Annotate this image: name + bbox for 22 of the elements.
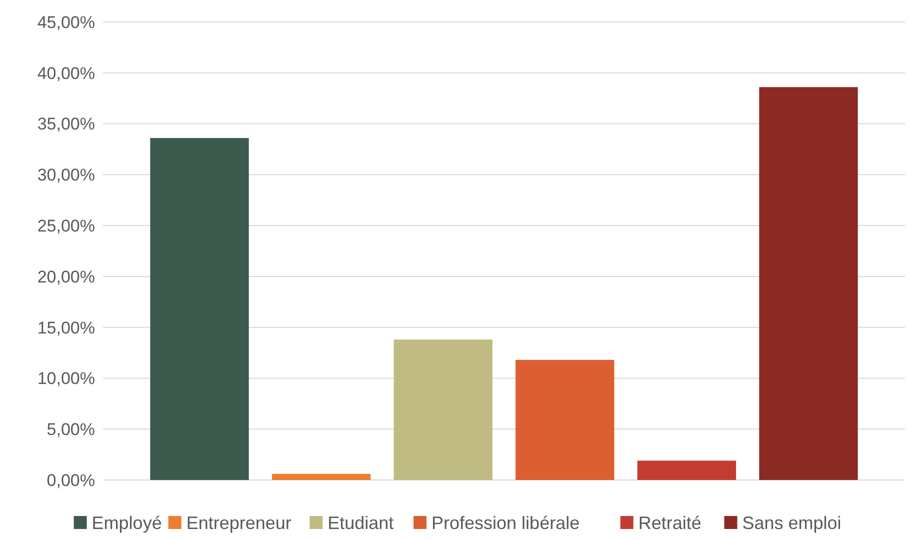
legend-label: Profession libérale bbox=[432, 513, 580, 533]
bar bbox=[759, 87, 858, 480]
y-tick-label: 0,00% bbox=[46, 470, 95, 490]
bar bbox=[272, 474, 371, 480]
bar bbox=[516, 360, 614, 480]
y-tick-label: 25,00% bbox=[37, 216, 95, 236]
y-tick-label: 15,00% bbox=[37, 318, 95, 338]
y-tick-label: 20,00% bbox=[37, 267, 95, 286]
y-tick-label: 30,00% bbox=[37, 166, 95, 185]
bar bbox=[394, 340, 492, 480]
y-tick-label: 40,00% bbox=[37, 64, 95, 83]
legend-label: Etudiant bbox=[328, 513, 394, 533]
y-tick-label: 45,00% bbox=[37, 12, 95, 32]
legend-label: Sans emploi bbox=[742, 513, 842, 533]
legend-label: Employé bbox=[92, 513, 162, 533]
legend-label: Retraité bbox=[638, 513, 702, 533]
y-tick-label: 35,00% bbox=[37, 114, 95, 134]
bar bbox=[150, 138, 249, 480]
bar bbox=[637, 460, 736, 480]
legend-label: Entrepreneur bbox=[186, 513, 292, 533]
y-tick-label: 5,00% bbox=[46, 420, 95, 440]
y-tick-label: 10,00% bbox=[37, 369, 95, 388]
